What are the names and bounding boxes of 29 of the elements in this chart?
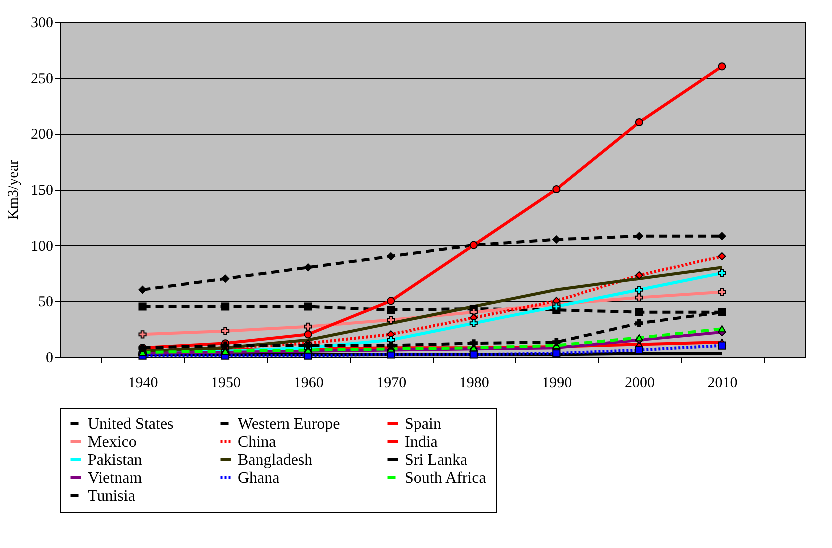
x-tick-label: 2000 [624, 376, 655, 392]
y-tick-label: 50 [38, 294, 54, 311]
legend-label: Spain [405, 416, 442, 433]
y-axis-title: Km3/year [6, 160, 22, 220]
x-tick-label: 1990 [542, 376, 572, 392]
x-tick-label: 1940 [128, 376, 158, 392]
y-tick-label: 200 [31, 127, 54, 144]
legend-label: Pakistan [88, 452, 142, 469]
legend-label: Tunisia [88, 488, 136, 505]
y-tick-label: 250 [31, 71, 54, 88]
x-tick-label: 2010 [708, 376, 738, 392]
legend-label: India [405, 434, 438, 451]
legend-label: United States [88, 416, 174, 433]
legend-label: China [238, 434, 276, 451]
y-tick-label: 300 [31, 16, 54, 32]
legend-label: Mexico [88, 434, 137, 451]
y-tick-label: 100 [31, 238, 54, 255]
x-tick-label: 1970 [376, 376, 407, 392]
y-tick-label: 150 [31, 183, 54, 199]
legend-label: Sri Lanka [405, 452, 468, 469]
legend-label: Vietnam [88, 470, 143, 487]
legend-label: Western Europe [238, 416, 340, 433]
legend-label: Ghana [238, 470, 280, 487]
legend-label: South Africa [405, 470, 486, 487]
x-tick-label: 1950 [211, 376, 242, 392]
y-tick-label: 0 [46, 350, 54, 366]
x-tick-label: 1960 [294, 376, 324, 392]
x-tick-label: 1980 [459, 376, 490, 392]
legend-label: Bangladesh [238, 452, 313, 469]
